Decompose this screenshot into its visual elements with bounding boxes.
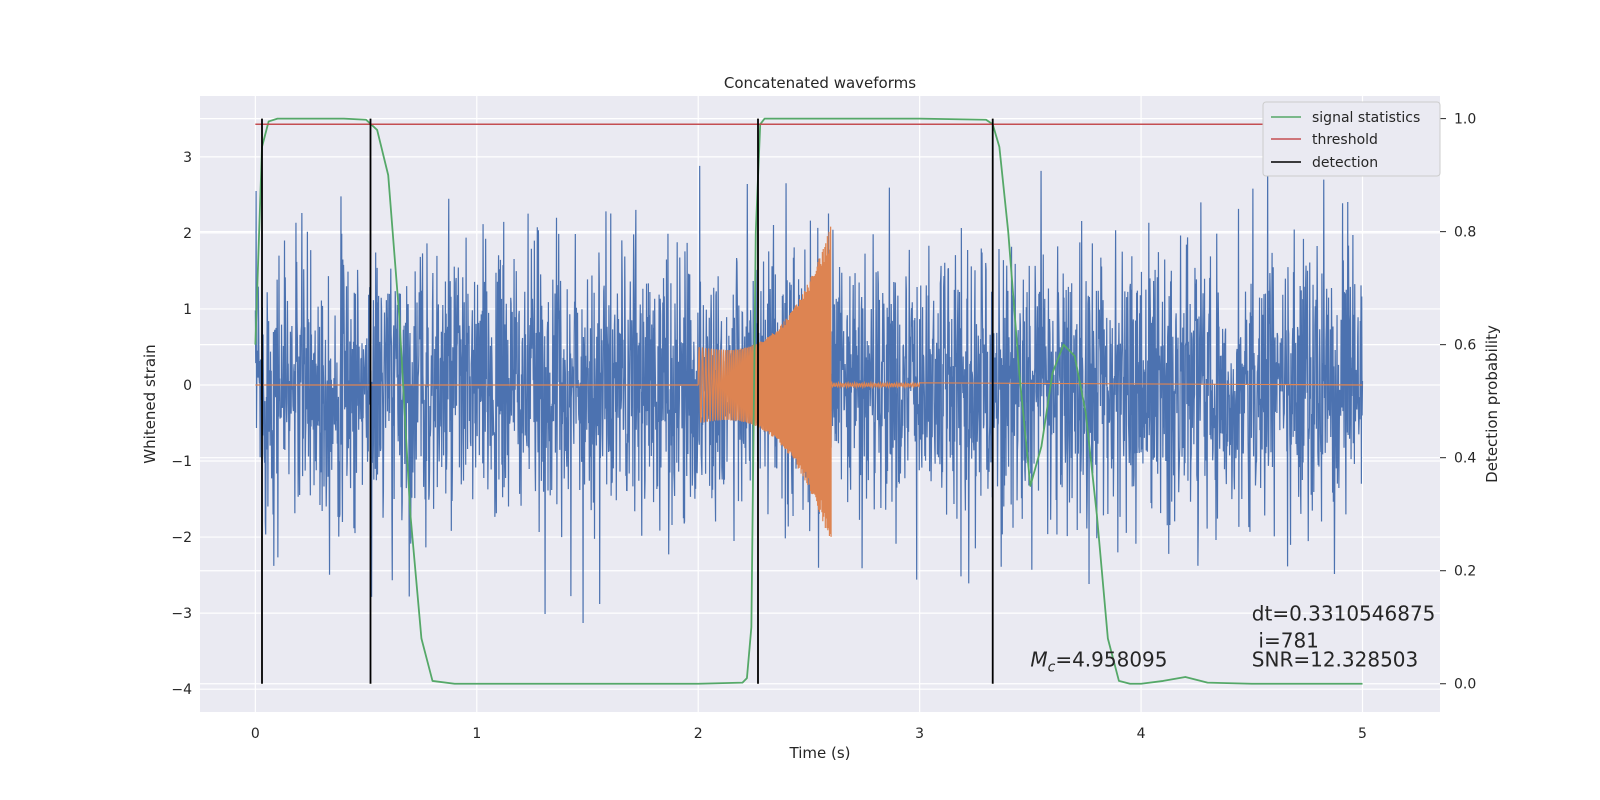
- legend-label-threshold: threshold: [1312, 132, 1378, 148]
- annotation: Mc=4.958095: [1030, 647, 1167, 675]
- x-tick-label: 3: [915, 726, 924, 742]
- y-axis: −4 −3 −2 −1 0 1 2 3: [171, 150, 192, 698]
- annotation: dt=0.3310546875: [1252, 602, 1436, 626]
- annotation: i=781: [1258, 628, 1319, 652]
- template-series: [255, 226, 1363, 537]
- y-tick-label: 0: [183, 378, 192, 394]
- y2-axis-label: Detection probability: [1483, 325, 1501, 483]
- y-tick-label: 2: [183, 226, 192, 242]
- legend-box: [1262, 101, 1441, 177]
- y-tick-label: −3: [171, 606, 192, 622]
- y2-axis: 0.0 0.2 0.4 0.6 0.8 1.0: [1440, 112, 1476, 693]
- y-tick-label: 1: [183, 302, 192, 318]
- legend: signal statistics threshold detection: [1262, 101, 1441, 177]
- y2-tick-label: 0.2: [1454, 564, 1476, 580]
- x-tick-label: 2: [694, 726, 703, 742]
- x-tick-label: 5: [1358, 726, 1367, 742]
- x-tick-label: 4: [1137, 726, 1146, 742]
- template-line: [255, 226, 1363, 537]
- legend-label-signal-statistics: signal statistics: [1312, 110, 1420, 126]
- x-axis-label: Time (s): [789, 744, 851, 762]
- signal-statistics-line: [254, 117, 1363, 685]
- y-tick-label: −4: [171, 682, 192, 698]
- detection-series: [261, 118, 994, 684]
- y2-tick-label: 1.0: [1454, 112, 1476, 128]
- y2-tick-label: 0.4: [1454, 451, 1476, 467]
- y-tick-label: 3: [183, 150, 192, 166]
- signal-statistics-series: [254, 117, 1363, 685]
- chart-title: Concatenated waveforms: [724, 74, 916, 92]
- legend-label-detection: detection: [1312, 155, 1378, 171]
- x-tick-label: 0: [251, 726, 260, 742]
- y-axis-label: Whitened strain: [141, 344, 159, 463]
- x-tick-label: 1: [472, 726, 481, 742]
- y2-tick-label: 0.0: [1454, 677, 1476, 693]
- x-axis: 0 1 2 3 4 5: [251, 726, 1367, 742]
- y-tick-label: −2: [171, 530, 192, 546]
- annotation: SNR=12.328503: [1252, 647, 1418, 671]
- y2-tick-label: 0.6: [1454, 338, 1476, 354]
- y-tick-label: −1: [171, 454, 192, 470]
- y2-tick-label: 0.8: [1454, 225, 1476, 241]
